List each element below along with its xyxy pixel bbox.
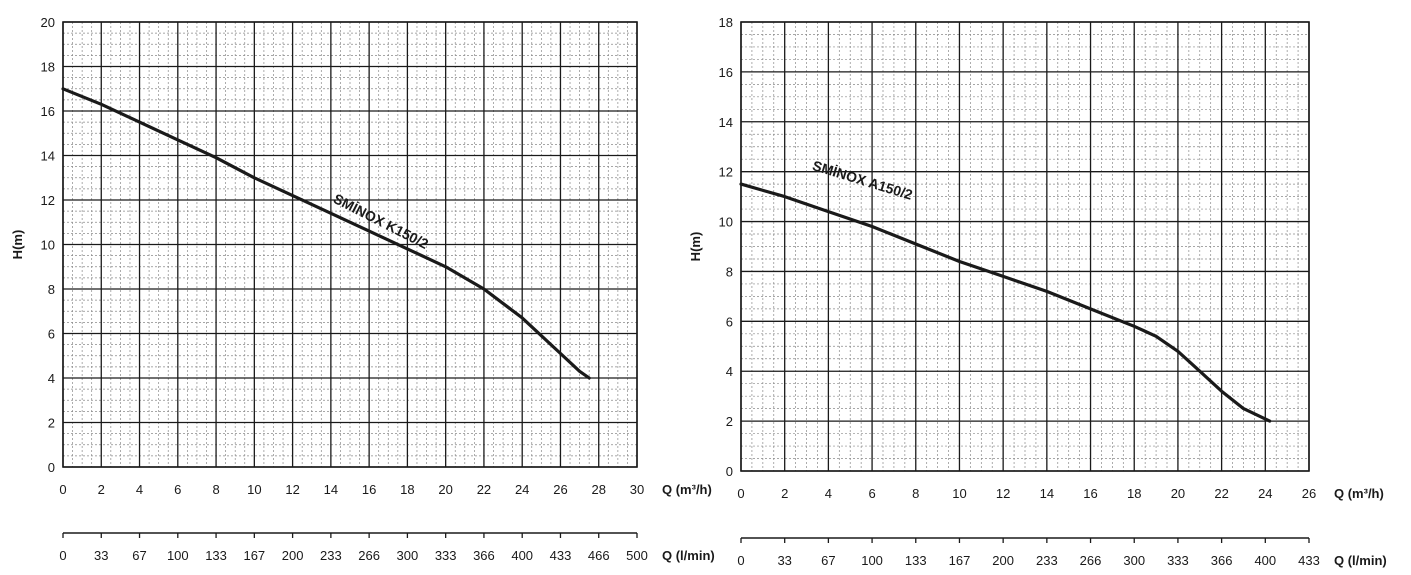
y-tick-label: 14 bbox=[719, 115, 733, 130]
x-tick-label: 6 bbox=[868, 486, 875, 501]
x2-tick-label: 433 bbox=[1298, 553, 1320, 568]
y-tick-label: 14 bbox=[41, 149, 55, 164]
x-tick-label: 14 bbox=[1040, 486, 1054, 501]
x-tick-label: 12 bbox=[996, 486, 1010, 501]
x2-tick-label: 0 bbox=[737, 553, 744, 568]
x2-tick-label: 333 bbox=[435, 548, 457, 563]
x-tick-label: 24 bbox=[1258, 486, 1272, 501]
x-tick-label: 4 bbox=[825, 486, 832, 501]
y-tick-label: 0 bbox=[48, 460, 55, 475]
plot-frame bbox=[62, 21, 638, 468]
y-tick-label: 10 bbox=[41, 238, 55, 253]
y-axis-label: H(m) bbox=[10, 230, 25, 260]
x-tick-label: 0 bbox=[59, 482, 66, 497]
x2-tick-label: 333 bbox=[1167, 553, 1189, 568]
y-tick-label: 8 bbox=[48, 282, 55, 297]
x2-tick-label: 133 bbox=[905, 553, 927, 568]
y-tick-label: 12 bbox=[41, 193, 55, 208]
x-tick-label: 12 bbox=[285, 482, 299, 497]
x-tick-label: 22 bbox=[1214, 486, 1228, 501]
x-tick-label: 18 bbox=[1127, 486, 1141, 501]
x2-tick-label: 266 bbox=[1080, 553, 1102, 568]
x2-tick-label: 133 bbox=[205, 548, 227, 563]
y-tick-label: 0 bbox=[726, 464, 733, 479]
y-tick-label: 4 bbox=[48, 371, 55, 386]
minor-grid bbox=[741, 22, 1309, 471]
x-tick-label: 2 bbox=[781, 486, 788, 501]
x2-tick-label: 366 bbox=[473, 548, 495, 563]
x2-tick-label: 300 bbox=[397, 548, 419, 563]
x2-tick-label: 167 bbox=[243, 548, 265, 563]
x-axis-label: Q (m³/h) bbox=[662, 482, 712, 497]
y-tick-label: 20 bbox=[41, 15, 55, 30]
x-tick-label: 10 bbox=[247, 482, 261, 497]
x2-tick-label: 200 bbox=[282, 548, 304, 563]
x-tick-label: 8 bbox=[212, 482, 219, 497]
y-tick-label: 2 bbox=[48, 416, 55, 431]
x2-tick-label: 33 bbox=[777, 553, 791, 568]
x-tick-label: 16 bbox=[362, 482, 376, 497]
x-tick-label: 4 bbox=[136, 482, 143, 497]
x-tick-label: 10 bbox=[952, 486, 966, 501]
x2-tick-label: 67 bbox=[821, 553, 835, 568]
y-tick-label: 4 bbox=[726, 364, 733, 379]
x-tick-label: 20 bbox=[1171, 486, 1185, 501]
major-grid bbox=[62, 21, 638, 468]
x2-tick-label: 300 bbox=[1123, 553, 1145, 568]
x2-axis-label: Q (l/min) bbox=[1334, 553, 1387, 568]
x-tick-label: 18 bbox=[400, 482, 414, 497]
x2-tick-label: 233 bbox=[320, 548, 342, 563]
y-axis-label: H(m) bbox=[688, 232, 703, 262]
x2-tick-label: 100 bbox=[861, 553, 883, 568]
x2-tick-label: 366 bbox=[1211, 553, 1233, 568]
x2-tick-label: 200 bbox=[992, 553, 1014, 568]
x-tick-label: 28 bbox=[591, 482, 605, 497]
x2-tick-label: 500 bbox=[626, 548, 648, 563]
x2-tick-label: 400 bbox=[1254, 553, 1276, 568]
x-tick-label: 8 bbox=[912, 486, 919, 501]
y-tick-label: 18 bbox=[719, 15, 733, 30]
x2-tick-label: 266 bbox=[358, 548, 380, 563]
y-tick-label: 8 bbox=[726, 264, 733, 279]
x-tick-label: 14 bbox=[324, 482, 338, 497]
series-line bbox=[739, 182, 1272, 423]
y-tick-label: 12 bbox=[719, 165, 733, 180]
x2-tick-label: 67 bbox=[132, 548, 146, 563]
y-tick-label: 16 bbox=[41, 104, 55, 119]
x-tick-label: 30 bbox=[630, 482, 644, 497]
x2-axis-label: Q (l/min) bbox=[662, 548, 715, 563]
x-tick-label: 2 bbox=[98, 482, 105, 497]
x2-tick-label: 100 bbox=[167, 548, 189, 563]
y-tick-label: 10 bbox=[719, 215, 733, 230]
series-line bbox=[61, 87, 591, 380]
plot-frame bbox=[740, 21, 1310, 472]
y-tick-label: 6 bbox=[48, 327, 55, 342]
x-tick-label: 0 bbox=[737, 486, 744, 501]
x-axis-label: Q (m³/h) bbox=[1334, 486, 1384, 501]
y-tick-label: 2 bbox=[726, 414, 733, 429]
x-tick-label: 24 bbox=[515, 482, 529, 497]
x2-tick-label: 167 bbox=[949, 553, 971, 568]
x2-tick-label: 0 bbox=[59, 548, 66, 563]
x-tick-label: 16 bbox=[1083, 486, 1097, 501]
x-tick-label: 26 bbox=[1302, 486, 1316, 501]
x2-tick-label: 466 bbox=[588, 548, 610, 563]
y-tick-label: 6 bbox=[726, 314, 733, 329]
x2-tick-label: 233 bbox=[1036, 553, 1058, 568]
x-tick-label: 6 bbox=[174, 482, 181, 497]
x-tick-label: 22 bbox=[477, 482, 491, 497]
y-tick-label: 18 bbox=[41, 60, 55, 75]
x2-tick-label: 400 bbox=[511, 548, 533, 563]
y-tick-label: 16 bbox=[719, 65, 733, 80]
x2-tick-label: 33 bbox=[94, 548, 108, 563]
x2-tick-label: 433 bbox=[550, 548, 572, 563]
x-tick-label: 20 bbox=[438, 482, 452, 497]
series-label: SMİNOX A150/2 bbox=[811, 157, 915, 203]
x-tick-label: 26 bbox=[553, 482, 567, 497]
